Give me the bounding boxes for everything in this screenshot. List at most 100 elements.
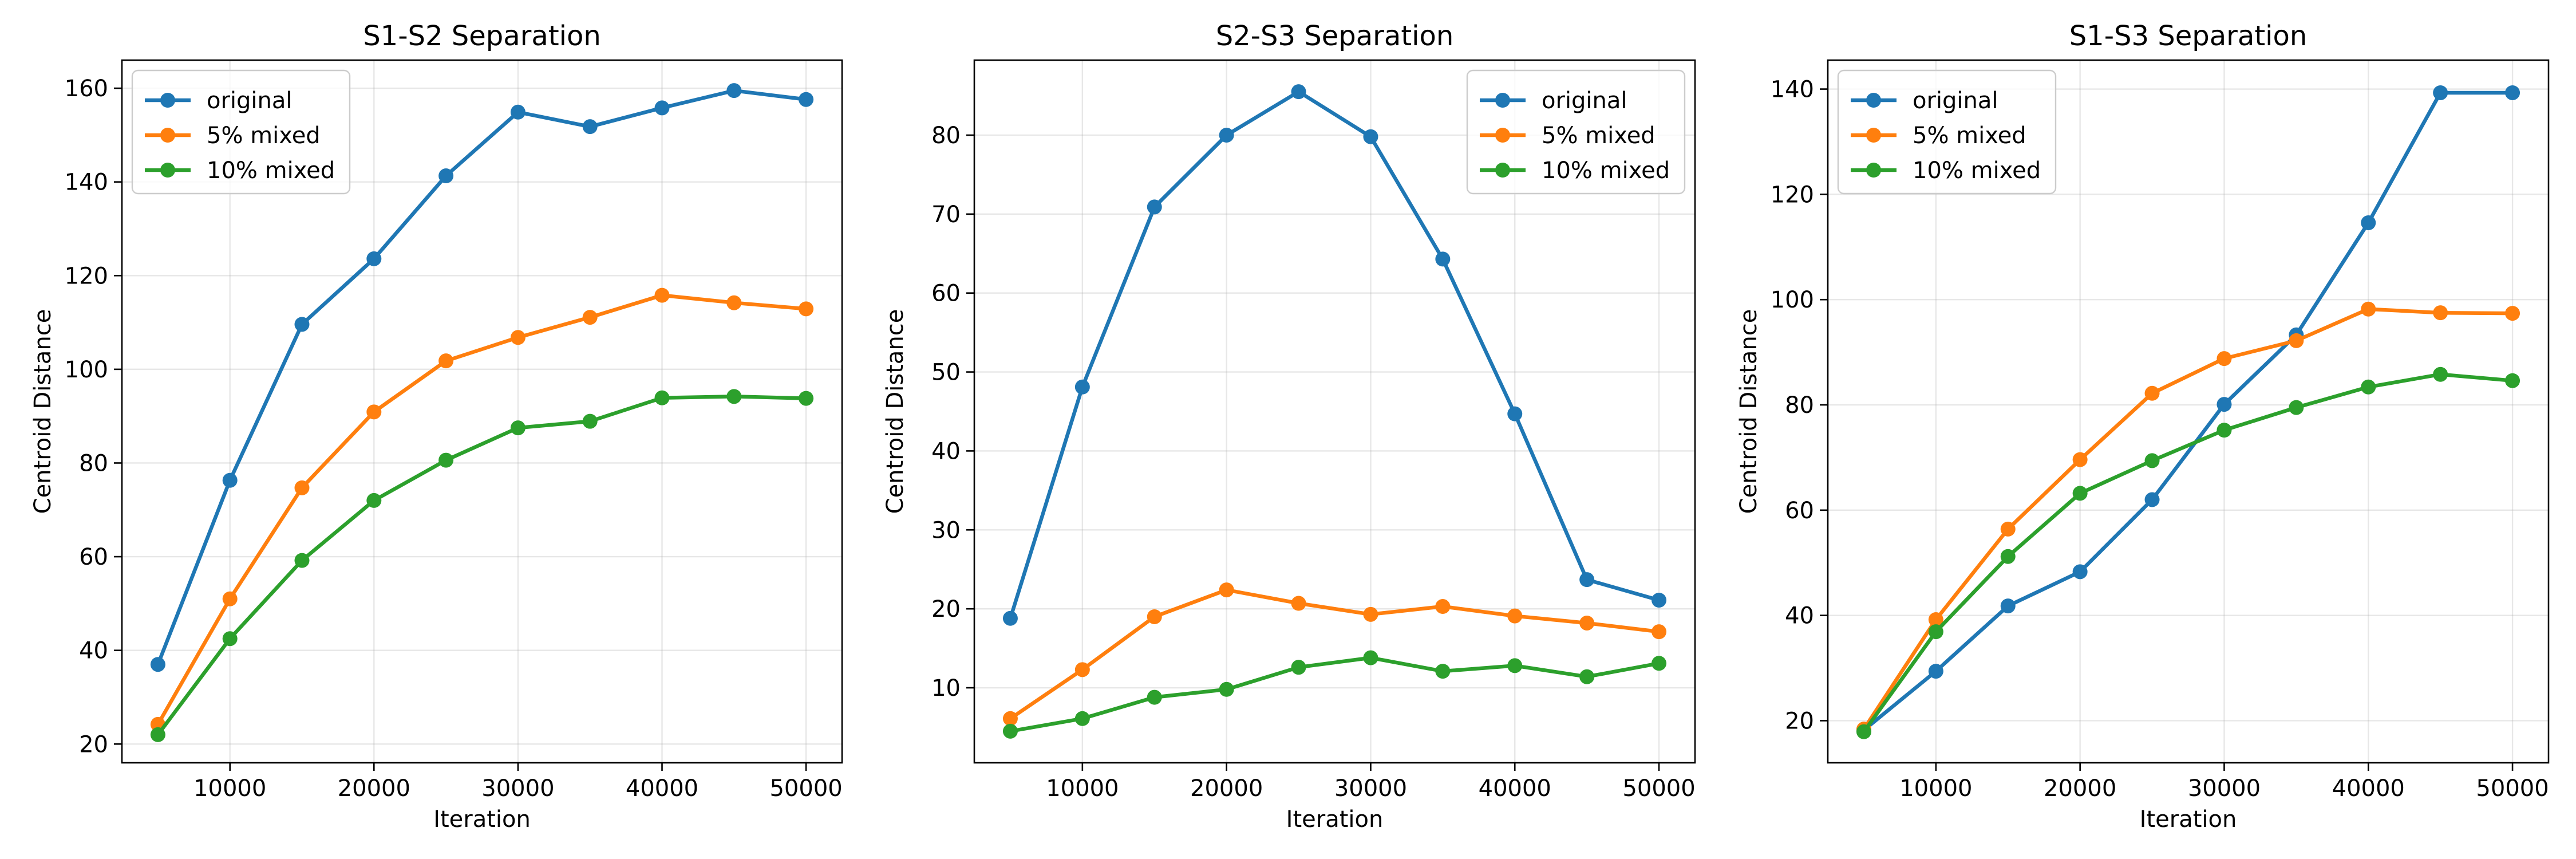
legend-swatch-marker (160, 93, 175, 108)
y-axis-label: Centroid Distance (30, 309, 56, 514)
legend-label: 5% mixed (1542, 123, 1656, 149)
x-tick-label: 40000 (1479, 775, 1551, 802)
data-point (2217, 351, 2232, 367)
series-line-0 (1862, 90, 2515, 732)
y-tick-label: 120 (65, 263, 108, 289)
legend-label: 10% mixed (1913, 157, 2041, 184)
x-tick-label: 10000 (193, 775, 266, 802)
panel-s1-s2: 10000 20000 30000 40000 50000 20 40 60 80 100 120 1… (30, 20, 843, 833)
data-point (1435, 664, 1451, 679)
data-point (1928, 612, 1943, 628)
x-tick-label: 30000 (2188, 775, 2261, 802)
y-tick-label: 20 (79, 731, 108, 758)
x-axis-label: Iteration (1286, 806, 1384, 833)
x-tick-label: 40000 (2332, 775, 2405, 802)
data-point (2144, 492, 2160, 507)
data-point (438, 353, 454, 369)
series-line-2 (1862, 372, 2515, 734)
data-point (1435, 599, 1451, 614)
data-point (150, 657, 165, 672)
data-point (2505, 373, 2520, 388)
chart-title: S2-S3 Separation (1216, 20, 1454, 52)
data-point (294, 553, 310, 568)
data-point (799, 92, 814, 107)
x-tick-label: 50000 (769, 775, 842, 802)
y-tick-label: 60 (931, 281, 961, 307)
y-tick-label: 40 (79, 638, 108, 664)
data-point (2072, 452, 2088, 467)
x-axis-label: Iteration (433, 806, 531, 833)
data-point (222, 631, 238, 647)
data-point (799, 391, 814, 406)
data-point (150, 727, 165, 742)
data-point (1074, 379, 1090, 395)
data-point (1219, 681, 1234, 697)
x-tick-label: 10000 (1899, 775, 1972, 802)
y-tick-label: 20 (1785, 708, 1814, 734)
data-point (2000, 598, 2016, 614)
data-point (2505, 85, 2520, 100)
data-point (654, 287, 670, 303)
panel-s1-s3: 10000 20000 30000 40000 50000 20 40 60 80 100 120 1… (1736, 20, 2550, 833)
legend-label: original (1913, 88, 1998, 114)
data-point (1219, 127, 1234, 143)
y-tick-label: 70 (931, 202, 961, 228)
panel-s2-s3: 10000 20000 30000 40000 50000 10 20 30 40 50 60 70 8… (882, 20, 1696, 833)
data-point (1579, 572, 1595, 588)
y-tick-label: 80 (931, 123, 961, 149)
x-tick-label: 40000 (626, 775, 698, 802)
x-tick-label: 30000 (1334, 775, 1407, 802)
x-tick-label: 50000 (2476, 775, 2549, 802)
data-point (366, 492, 382, 508)
y-tick-label: 60 (1785, 498, 1814, 524)
data-point (510, 104, 526, 120)
data-point (366, 404, 382, 420)
legend-swatch-marker (1495, 163, 1510, 178)
legend-label: 10% mixed (207, 157, 335, 184)
series-line-1 (1008, 588, 1661, 721)
data-point (726, 389, 742, 404)
y-tick-label: 80 (1785, 392, 1814, 419)
chart-title: S1-S2 Separation (363, 20, 601, 52)
series-line-1 (1862, 307, 2515, 731)
legend: original 5% mixed 10% mixed (131, 69, 351, 195)
x-tick-label: 10000 (1046, 775, 1119, 802)
y-tick-label: 120 (1771, 182, 1814, 208)
legend-label: 10% mixed (1542, 157, 1670, 184)
x-tick-label: 20000 (338, 775, 410, 802)
x-tick-label: 20000 (1190, 775, 1263, 802)
axes-frame (973, 59, 1696, 764)
data-point (2361, 215, 2376, 231)
data-point (654, 100, 670, 116)
data-point (2217, 397, 2232, 412)
data-point (1147, 689, 1162, 705)
data-point (1002, 711, 1018, 726)
data-point (1291, 84, 1306, 100)
y-axis-label: Centroid Distance (882, 309, 908, 514)
y-tick-label: 50 (931, 360, 961, 386)
axes-frame (1827, 59, 2550, 764)
data-point (2000, 521, 2016, 537)
x-tick-label: 30000 (481, 775, 554, 802)
data-point (2072, 486, 2088, 501)
y-tick-label: 100 (65, 357, 108, 383)
data-point (1652, 624, 1667, 640)
y-tick-label: 100 (1771, 287, 1814, 313)
data-point (2072, 564, 2088, 580)
data-point (2361, 301, 2376, 317)
legend-label: 5% mixed (1913, 123, 2026, 149)
legend-label: 5% mixed (207, 123, 321, 149)
legend: original 5% mixed 10% mixed (1466, 69, 1686, 195)
x-tick-label: 20000 (2044, 775, 2116, 802)
data-point (294, 317, 310, 332)
data-point (1435, 251, 1451, 267)
legend-label: original (207, 88, 293, 114)
data-point (366, 251, 382, 266)
data-point (510, 420, 526, 436)
data-point (726, 295, 742, 310)
data-point (438, 452, 454, 468)
series-line-0 (156, 88, 808, 667)
data-point (1579, 615, 1595, 631)
data-point (2144, 385, 2160, 401)
